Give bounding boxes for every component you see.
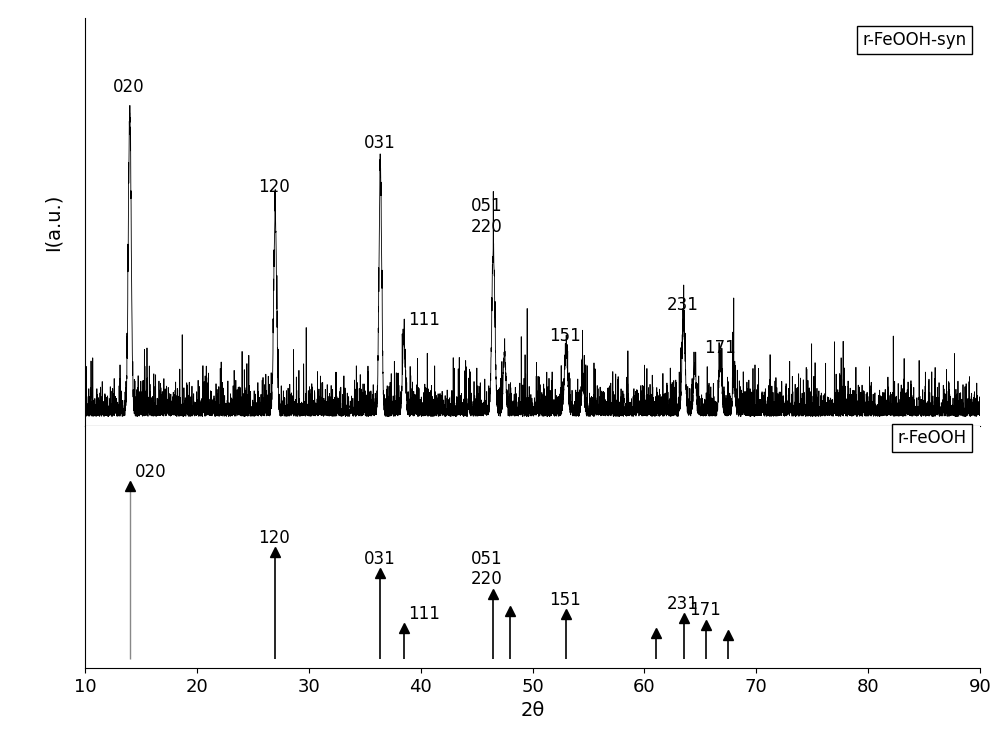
Text: 231: 231	[667, 595, 699, 613]
Text: 051
220: 051 220	[471, 197, 503, 236]
Text: 171: 171	[689, 601, 721, 619]
Text: 111: 111	[408, 605, 440, 623]
Text: 031: 031	[364, 134, 395, 152]
Text: 051
220: 051 220	[471, 550, 503, 589]
Text: 151: 151	[549, 327, 581, 345]
Text: 020: 020	[135, 463, 167, 481]
Text: 111: 111	[408, 311, 440, 330]
Text: 231: 231	[667, 296, 699, 313]
X-axis label: 2θ: 2θ	[520, 701, 545, 720]
Text: 120: 120	[258, 178, 290, 195]
Text: 151: 151	[549, 591, 581, 609]
Text: 120: 120	[258, 528, 290, 547]
Text: r-FeOOH: r-FeOOH	[897, 429, 967, 447]
Text: 171: 171	[704, 339, 735, 357]
Y-axis label: I(a.u.): I(a.u.)	[44, 193, 63, 251]
Text: 031: 031	[364, 550, 395, 567]
Text: 020: 020	[113, 78, 145, 96]
Text: r-FeOOH-syn: r-FeOOH-syn	[862, 31, 967, 48]
